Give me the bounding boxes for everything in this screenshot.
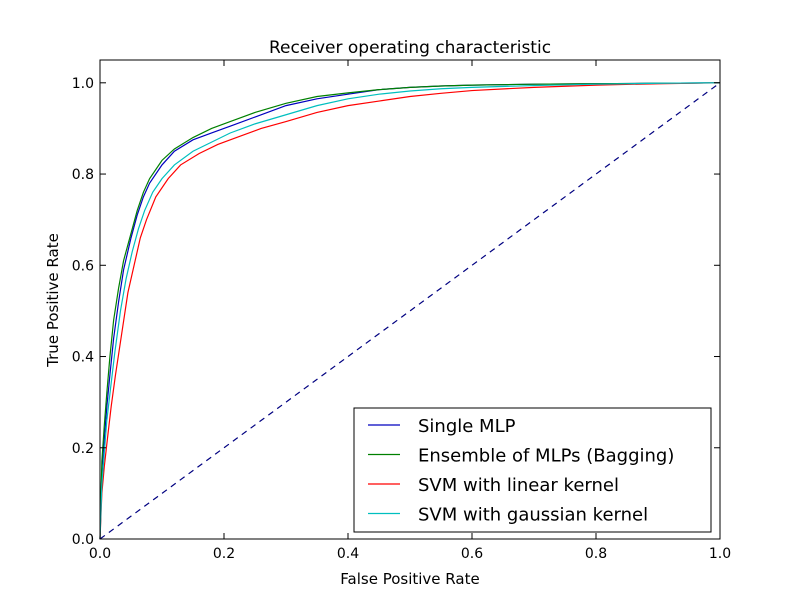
y-axis-label: True Positive Rate	[44, 233, 62, 368]
plot-frame	[99, 59, 721, 540]
series-layer	[99, 82, 721, 540]
y-tick-label: 0.0	[72, 532, 94, 548]
ticks-layer: 0.0 0.2 0.4 0.6 0.8 1.0 0.0 0.2 0.4 0.6 0.8 1.0	[72, 60, 731, 562]
legend-label: SVM with gaussian kernel	[418, 505, 648, 526]
x-tick-label: 1.0	[709, 546, 731, 562]
series-line-2	[99, 82, 721, 540]
chart-title: Receiver operating characteristic	[269, 38, 551, 58]
x-tick-label: 0.8	[585, 546, 607, 562]
x-tick-label: 0.2	[213, 546, 235, 562]
y-tick-label: 0.8	[72, 167, 94, 183]
legend-label: Single MLP	[418, 416, 516, 437]
x-tick-label: 0.6	[461, 546, 483, 562]
y-tick-label: 0.4	[72, 350, 94, 366]
x-tick-label: 0.0	[89, 546, 111, 562]
y-tick-label: 1.0	[72, 76, 94, 92]
y-tick-label: 0.2	[72, 441, 94, 457]
series-line-3	[99, 82, 721, 540]
diagonal-reference-line	[99, 82, 721, 540]
legend-label: Ensemble of MLPs (Bagging)	[418, 446, 674, 467]
legend-label: SVM with linear kernel	[418, 475, 619, 496]
series-line-1	[99, 82, 721, 540]
legend: Single MLP Ensemble of MLPs (Bagging) SVM …	[353, 407, 712, 533]
x-tick-label: 0.4	[337, 546, 359, 562]
y-tick-label: 0.6	[72, 258, 94, 274]
legend-box	[353, 407, 712, 533]
x-axis-label: False Positive Rate	[340, 570, 479, 588]
